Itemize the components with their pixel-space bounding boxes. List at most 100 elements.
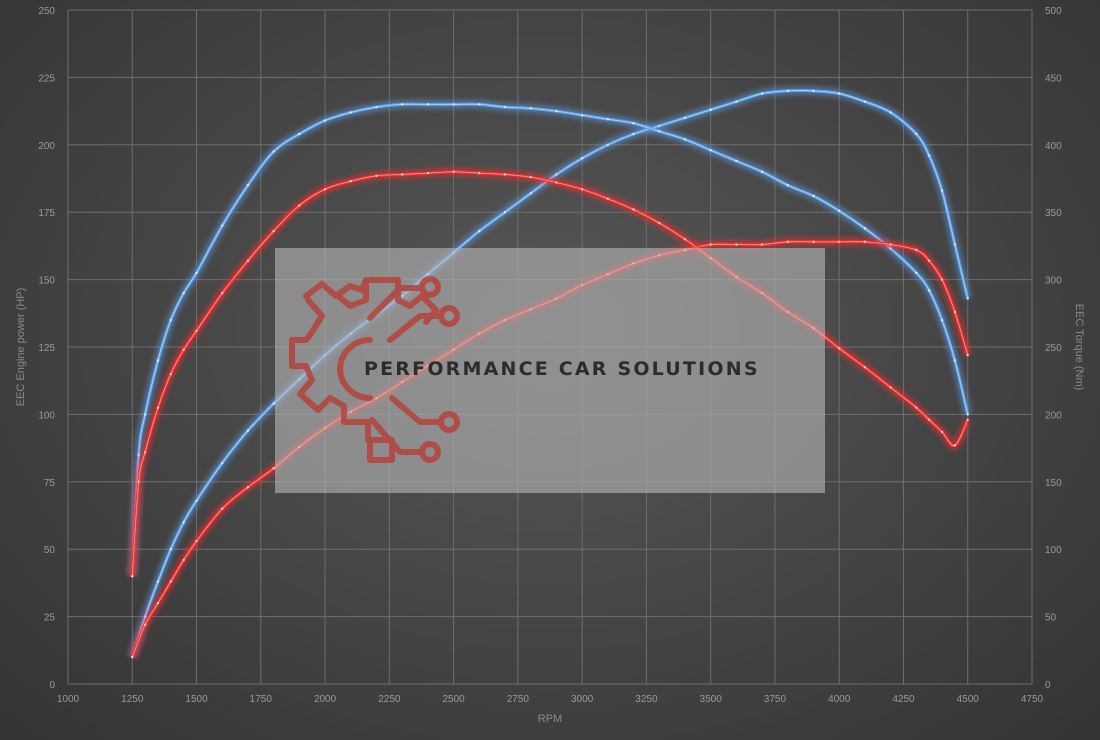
data-point xyxy=(927,289,931,292)
data-point xyxy=(298,204,301,207)
data-point xyxy=(786,89,789,93)
data-point xyxy=(452,170,455,173)
y-left-tick-label: 125 xyxy=(38,343,55,354)
data-point xyxy=(478,229,481,233)
data-point xyxy=(246,184,250,187)
data-point xyxy=(953,444,957,447)
data-point xyxy=(786,240,789,244)
data-point xyxy=(683,237,687,241)
data-point xyxy=(555,109,558,113)
data-point xyxy=(156,601,160,605)
data-point xyxy=(632,132,635,136)
data-point xyxy=(940,278,944,281)
data-point xyxy=(221,224,224,227)
data-point xyxy=(927,259,931,262)
data-point xyxy=(915,271,918,275)
data-point xyxy=(529,192,532,195)
y-right-tick-label: 400 xyxy=(1045,141,1062,152)
data-point xyxy=(863,240,867,244)
data-point xyxy=(735,243,738,246)
data-point xyxy=(606,197,610,200)
data-point xyxy=(606,143,610,146)
data-point xyxy=(182,521,185,524)
data-point xyxy=(375,105,378,109)
y-left-tick-label: 75 xyxy=(44,478,56,489)
y-axis-left-title: EEC Engine power (HP) xyxy=(15,288,27,407)
data-point xyxy=(195,539,198,543)
data-point xyxy=(580,188,584,191)
data-point xyxy=(863,227,867,230)
data-point xyxy=(838,209,841,213)
data-point xyxy=(400,173,404,176)
series-curve-1 xyxy=(127,99,973,578)
data-point xyxy=(137,480,140,483)
data-point xyxy=(246,259,250,262)
data-point xyxy=(812,89,815,93)
data-point xyxy=(915,406,918,409)
data-point xyxy=(838,347,841,350)
data-point xyxy=(580,157,584,160)
data-point xyxy=(838,92,841,95)
data-point xyxy=(137,453,140,457)
data-point xyxy=(503,211,507,214)
data-point xyxy=(940,189,944,192)
y-left-tick-label: 175 xyxy=(38,208,55,219)
data-point xyxy=(927,418,931,421)
data-point xyxy=(503,105,507,109)
y-left-tick-label: 50 xyxy=(44,545,56,556)
y-axis-right-title: EEC Torque (Nm) xyxy=(1073,304,1085,391)
y-right-tick-label: 150 xyxy=(1045,478,1062,489)
axis-ticks: 1000 1250 1500 1750 2000 2250 2500 2750 3000 3250… xyxy=(38,6,1062,705)
y-right-tick-label: 500 xyxy=(1045,6,1062,17)
data-point xyxy=(426,171,430,175)
data-point xyxy=(246,485,250,489)
y-right-tick-label: 250 xyxy=(1045,343,1062,354)
data-point xyxy=(221,507,224,510)
gear-circuit-icon xyxy=(289,276,460,463)
y-right-tick-label: 50 xyxy=(1045,613,1057,624)
data-point xyxy=(953,310,957,314)
y-right-tick-label: 100 xyxy=(1045,545,1062,556)
x-tick-label: 3000 xyxy=(571,694,594,705)
x-tick-label: 1250 xyxy=(121,694,144,705)
data-point xyxy=(632,208,635,211)
data-point xyxy=(915,248,918,252)
data-point xyxy=(156,406,160,409)
data-point xyxy=(272,150,275,153)
data-point xyxy=(143,623,147,626)
y-left-tick-label: 100 xyxy=(38,410,55,421)
data-point xyxy=(966,418,969,421)
data-point xyxy=(529,107,532,110)
data-point xyxy=(375,174,378,178)
y-left-tick-label: 0 xyxy=(49,680,55,691)
data-point xyxy=(683,116,687,120)
data-point xyxy=(169,580,173,583)
data-point xyxy=(169,318,173,322)
data-point xyxy=(478,171,481,175)
data-point xyxy=(272,229,275,233)
x-tick-label: 3500 xyxy=(700,694,723,705)
data-point xyxy=(156,359,160,362)
data-point xyxy=(182,291,185,295)
data-point xyxy=(863,100,867,103)
x-tick-label: 1000 xyxy=(57,694,80,705)
data-point xyxy=(760,92,764,95)
data-point xyxy=(195,329,198,333)
data-point xyxy=(658,221,661,225)
y-left-tick-label: 150 xyxy=(38,276,55,287)
data-point xyxy=(169,372,173,376)
data-point xyxy=(966,353,969,357)
data-point xyxy=(966,297,969,300)
data-point xyxy=(760,243,764,246)
data-point xyxy=(503,173,507,176)
data-point xyxy=(555,181,558,184)
y-right-tick-label: 200 xyxy=(1045,410,1062,421)
data-point xyxy=(131,655,134,659)
x-tick-label: 2000 xyxy=(314,694,337,705)
data-point xyxy=(221,461,224,465)
y-right-tick-label: 350 xyxy=(1045,208,1062,219)
data-point xyxy=(182,558,185,562)
y-right-tick-label: 450 xyxy=(1045,73,1062,84)
